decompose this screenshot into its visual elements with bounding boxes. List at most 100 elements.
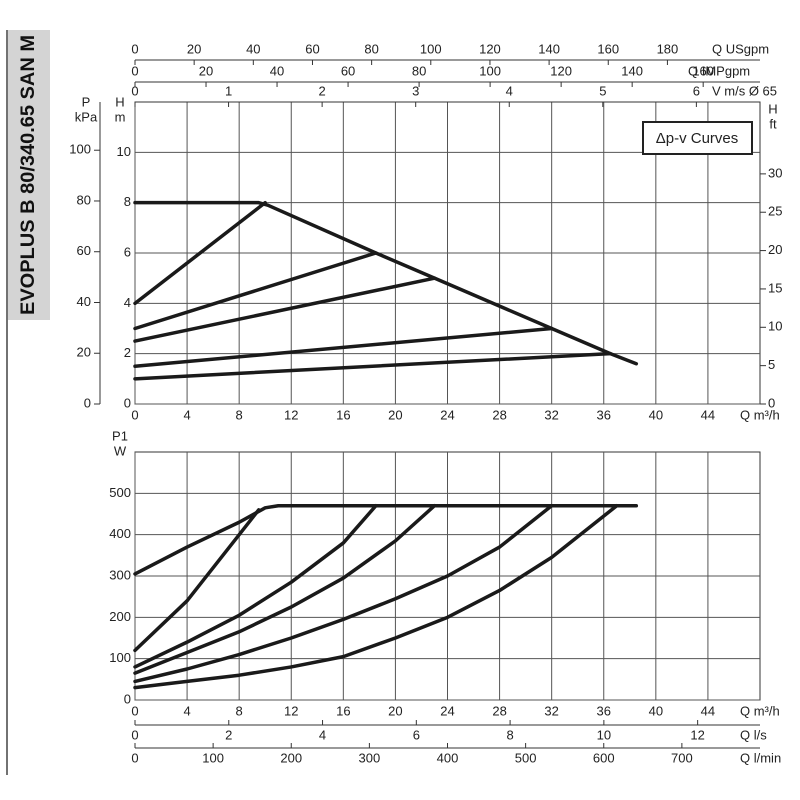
- left-tick-label: 0: [84, 395, 91, 410]
- right-tick-label: 0: [768, 395, 775, 410]
- y-tick-label: 2: [124, 345, 131, 360]
- x-tick-label: 24: [440, 407, 454, 422]
- bottom-tick-label: 10: [597, 727, 611, 742]
- y-tick-label: 500: [109, 485, 131, 500]
- bottom-tick-label: 4: [319, 727, 326, 742]
- x-axis-label: Q m³/h: [740, 703, 780, 718]
- top-tick-label: 80: [364, 41, 378, 56]
- top-tick-label: 80: [412, 63, 426, 78]
- y-tick-label: 100: [109, 650, 131, 665]
- top-tick-label: 100: [479, 63, 501, 78]
- right-tick-label: 10: [768, 319, 782, 334]
- annotation-box: [642, 121, 753, 155]
- top-tick-label: 180: [657, 41, 679, 56]
- top-tick-label: 4: [506, 83, 513, 98]
- y-tick-label: 300: [109, 567, 131, 582]
- top-tick-label: 20: [199, 63, 213, 78]
- right-tick-label: 15: [768, 280, 782, 295]
- bottom-axis-label: Q l/s: [740, 727, 767, 742]
- y-tick-label: 0: [124, 395, 131, 410]
- curve: [133, 503, 639, 576]
- curve: [133, 276, 437, 343]
- annotation: Δp-v Curves: [656, 130, 739, 147]
- curve: [133, 326, 554, 368]
- x-tick-label: 4: [183, 407, 190, 422]
- top-tick-label: 40: [246, 41, 260, 56]
- top-tick-label: 160: [597, 41, 619, 56]
- x-tick-label: 4: [183, 703, 190, 718]
- top-tick-label: 1: [225, 83, 232, 98]
- curve: [133, 503, 554, 684]
- right-tick-label: 25: [768, 204, 782, 219]
- y-axis-label: W: [114, 443, 127, 458]
- curve: [133, 200, 267, 306]
- bottom-tick-label: 700: [671, 750, 693, 765]
- x-tick-label: 36: [597, 407, 611, 422]
- left-tick-label: 100: [69, 142, 91, 157]
- bottom-tick-label: 300: [359, 750, 381, 765]
- curve: [133, 200, 639, 366]
- right-axis-label: H: [768, 101, 777, 116]
- top-tick-label: 0: [131, 83, 138, 98]
- x-tick-label: 16: [336, 407, 350, 422]
- top-tick-label: 140: [538, 41, 560, 56]
- top-tick-label: 60: [305, 41, 319, 56]
- bottom-tick-label: 100: [202, 750, 224, 765]
- y-tick-label: 400: [109, 526, 131, 541]
- left-axis-label: kPa: [75, 109, 98, 124]
- top-tick-label: 160: [692, 63, 714, 78]
- bottom-tick-label: 2: [225, 727, 232, 742]
- top-tick-label: 0: [131, 63, 138, 78]
- left-tick-label: 20: [77, 345, 91, 360]
- x-tick-label: 0: [131, 703, 138, 718]
- x-tick-label: 32: [544, 407, 558, 422]
- top-tick-label: 6: [693, 83, 700, 98]
- x-tick-label: 44: [701, 703, 715, 718]
- x-tick-label: 44: [701, 407, 715, 422]
- top-axis-label: Q IMPgpm: [688, 63, 750, 78]
- x-tick-label: 36: [597, 703, 611, 718]
- side-label-box: [8, 30, 50, 320]
- left-tick-label: 80: [77, 192, 91, 207]
- curve: [133, 503, 437, 675]
- x-tick-label: 8: [236, 407, 243, 422]
- right-tick-label: 5: [768, 357, 775, 372]
- top-tick-label: 120: [479, 41, 501, 56]
- bottom-tick-label: 600: [593, 750, 615, 765]
- x-tick-label: 0: [131, 407, 138, 422]
- x-tick-label: 24: [440, 703, 454, 718]
- y-tick-label: 6: [124, 244, 131, 259]
- bottom-tick-label: 0: [131, 750, 138, 765]
- x-tick-label: 8: [236, 703, 243, 718]
- right-tick-label: 20: [768, 242, 782, 257]
- curve: [133, 251, 378, 331]
- right-tick-label: 30: [768, 165, 782, 180]
- curve: [133, 508, 261, 653]
- left-tick-label: 60: [77, 243, 91, 258]
- x-tick-label: 12: [284, 407, 298, 422]
- top-axis-label: Q USgpm: [712, 41, 769, 56]
- bottom-tick-label: 8: [506, 727, 513, 742]
- curve: [133, 503, 619, 690]
- bottom-tick-label: 400: [437, 750, 459, 765]
- y-axis-label: P1: [112, 428, 128, 443]
- y-tick-label: 8: [124, 194, 131, 209]
- top-tick-label: 5: [599, 83, 606, 98]
- bottom-axis-label: Q l/min: [740, 750, 781, 765]
- left-tick-label: 40: [77, 294, 91, 309]
- x-axis-label: Q m³/h: [740, 407, 780, 422]
- bottom-tick-label: 12: [690, 727, 704, 742]
- top-tick-label: 40: [270, 63, 284, 78]
- y-axis-label: H: [115, 94, 124, 109]
- left-axis-label: P: [82, 94, 91, 109]
- top-tick-label: 20: [187, 41, 201, 56]
- bottom-tick-label: 500: [515, 750, 537, 765]
- x-tick-label: 20: [388, 703, 402, 718]
- y-tick-label: 0: [124, 691, 131, 706]
- top-tick-label: 120: [550, 63, 572, 78]
- y-axis-label: m: [115, 109, 126, 124]
- curve: [133, 351, 613, 381]
- bottom-tick-label: 6: [413, 727, 420, 742]
- y-tick-label: 10: [117, 144, 131, 159]
